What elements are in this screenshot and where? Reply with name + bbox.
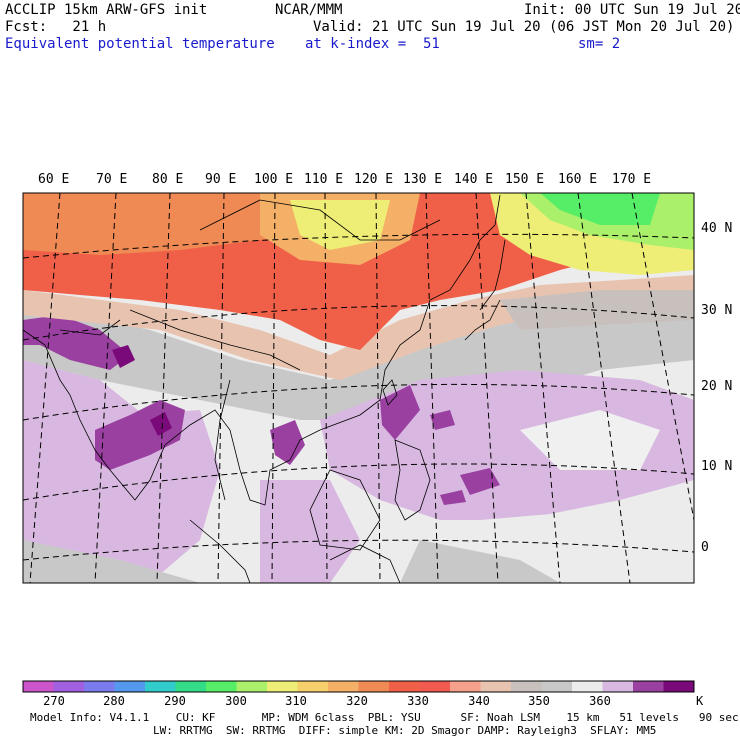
colorbar-swatch (480, 681, 512, 692)
colorbar-unit: K (696, 694, 704, 708)
colorbar-swatch (175, 681, 207, 692)
model-title: ACCLIP 15km ARW-GFS init (5, 2, 208, 18)
colorbar-swatch (267, 681, 298, 692)
coastline-outlines (23, 194, 506, 583)
colorbar-swatch (511, 681, 542, 692)
colorbar-swatch (114, 681, 146, 692)
model-info-line2: LW: RRTMG SW: RRTMG DIFF: simple KM: 2D … (153, 724, 657, 737)
lon-label: 100 E (254, 172, 294, 187)
colorbar-label: 290 (164, 694, 186, 708)
graticule-lines (23, 193, 694, 583)
colorbar-label: 280 (103, 694, 125, 708)
colorbar-swatch (23, 681, 54, 692)
model-info-line1: Model Info: V4.1.1 CU: KF MP: WDM 6class… (30, 711, 739, 724)
lat-label: 30 N (701, 303, 733, 318)
colorbar-swatch (541, 681, 573, 692)
lon-label: 130 E (403, 172, 443, 187)
colorbar-swatch (297, 681, 329, 692)
colorbar-swatch (358, 681, 390, 692)
colorbar-swatch (602, 681, 634, 692)
lat-label: 10 N (701, 459, 733, 474)
colorbar-swatch (572, 681, 603, 692)
colorbar-swatch (328, 681, 359, 692)
lat-label: 20 N (701, 379, 733, 394)
colorbar-swatch (663, 681, 695, 692)
colorbar-swatch (53, 681, 85, 692)
lat-label: 0 (701, 540, 709, 555)
valid-time: Valid: 21 UTC Sun 19 Jul 20 (06 JST Mon … (313, 19, 735, 35)
colorbar-swatch (389, 681, 420, 692)
colorbar-label: 300 (225, 694, 247, 708)
init-time: Init: 00 UTC Sun 19 Jul 20 (524, 2, 740, 18)
lon-label: 110 E (304, 172, 344, 187)
colorbar-label: 330 (407, 694, 429, 708)
colorbar-swatch (450, 681, 481, 692)
lon-label: 120 E (354, 172, 394, 187)
lon-label: 150 E (505, 172, 545, 187)
map-field (23, 193, 694, 583)
field-name: Equivalent potential temperature (5, 36, 275, 52)
colorbar-swatch (145, 681, 176, 692)
colorbar-swatch (633, 681, 664, 692)
lon-label: 160 E (558, 172, 598, 187)
colorbar-label: 340 (468, 694, 490, 708)
lon-label: 60 E (38, 172, 70, 187)
colorbar-swatch (206, 681, 237, 692)
lon-label: 170 E (612, 172, 652, 187)
colorbar-label: 350 (528, 694, 550, 708)
lon-label: 80 E (152, 172, 184, 187)
colorbar-label: 360 (589, 694, 611, 708)
colorbar-swatch (236, 681, 268, 692)
colorbar-swatch (419, 681, 451, 692)
map-frame (22, 192, 695, 584)
forecast-hour: Fcst: 21 h (5, 19, 107, 35)
lat-label: 40 N (701, 221, 733, 236)
colorbar-label: 310 (285, 694, 307, 708)
level-index: at k-index = 51 (305, 36, 440, 52)
lon-label: 90 E (205, 172, 237, 187)
organization-label: NCAR/MMM (275, 2, 343, 18)
lon-label: 70 E (96, 172, 128, 187)
smoothing-label: sm= 2 (578, 36, 621, 52)
colorbar-frame (22, 680, 695, 693)
colorbar-label: 270 (43, 694, 65, 708)
colorbar-label: 320 (346, 694, 368, 708)
colorbar (22, 680, 695, 693)
lon-label: 140 E (454, 172, 494, 187)
colorbar-swatch (84, 681, 115, 692)
